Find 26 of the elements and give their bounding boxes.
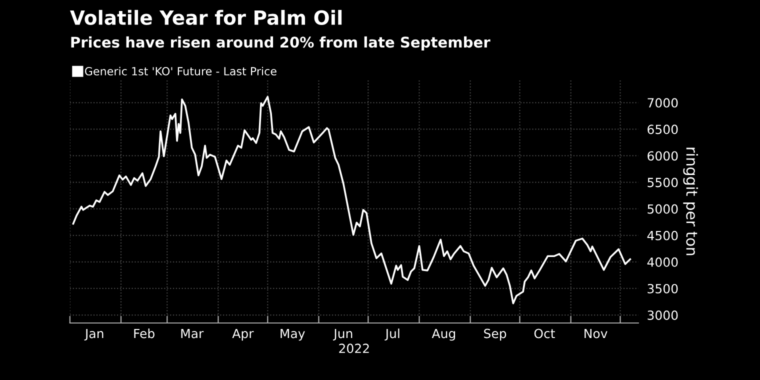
y-tick-label: 6000 bbox=[648, 151, 678, 161]
chart-title: Volatile Year for Palm Oil bbox=[70, 10, 342, 25]
x-tick-label: Jun bbox=[333, 328, 352, 341]
y-tick-label: 5000 bbox=[648, 204, 678, 214]
legend-label: Generic 1st 'KO' Future - Last Price bbox=[84, 66, 276, 76]
x-tick-label: May bbox=[280, 328, 305, 341]
y-tick-label: 7000 bbox=[648, 98, 678, 108]
y-tick-label: 3000 bbox=[648, 310, 678, 320]
x-tick-label: Aug bbox=[432, 328, 456, 341]
x-tick-label: Oct bbox=[534, 328, 555, 338]
y-tick-label: 3500 bbox=[648, 284, 678, 294]
y-axis-title: ringgit per ton bbox=[683, 148, 698, 256]
y-tick-label: 5500 bbox=[648, 178, 678, 188]
chart-subtitle: Prices have risen around 20% from late September bbox=[71, 36, 490, 51]
x-tick-label: Sep bbox=[484, 328, 506, 341]
y-tick-label: 4500 bbox=[647, 230, 678, 240]
x-tick-label: Jan bbox=[84, 328, 104, 341]
x-tick-label: Jul bbox=[384, 328, 400, 341]
line-series bbox=[72, 96, 632, 304]
x-tick-label: Nov bbox=[584, 328, 608, 338]
x-tick-label: Apr bbox=[232, 328, 254, 341]
y-tick-label: 6500 bbox=[648, 124, 678, 134]
x-tick-label: Feb bbox=[134, 328, 154, 338]
y-tick-label: 4000 bbox=[647, 257, 678, 267]
x-tick-label: Mar bbox=[181, 328, 204, 338]
x-axis-title: 2022 bbox=[339, 344, 369, 354]
